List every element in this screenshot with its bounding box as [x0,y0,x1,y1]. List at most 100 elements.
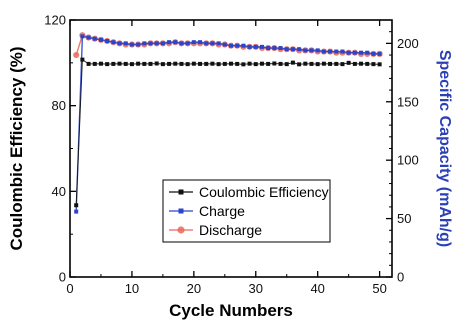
data-point [359,50,364,55]
data-point [253,62,258,67]
data-point [259,61,264,66]
data-point [222,61,227,66]
data-point [179,61,184,66]
y-left-tick-label: 40 [52,184,66,199]
legend-marker [177,226,185,234]
data-point [377,62,382,67]
y-right-tick-label: 50 [397,211,411,226]
data-point [352,61,357,66]
x-tick-label: 50 [372,281,386,296]
data-point [105,39,110,44]
data-point [210,41,215,46]
data-point [210,61,215,66]
data-point [167,61,172,66]
data-point [74,209,79,214]
legend-marker [178,189,184,195]
y-left-tick-label: 120 [44,13,66,28]
data-point [272,61,277,66]
x-tick-label: 30 [249,281,263,296]
y-right-tick-label: 200 [397,36,419,51]
data-point [129,42,134,47]
data-point [340,62,345,67]
data-point [309,61,314,66]
data-point [179,41,184,46]
data-point [315,62,320,67]
data-point [136,61,141,66]
data-point [328,49,333,54]
data-point [334,61,339,66]
data-point [80,57,85,62]
data-point [154,41,159,46]
y-axis-right-title: Specific Capacity (mAh/g) [436,50,453,247]
data-point [352,50,357,55]
data-point [253,44,258,49]
data-point [142,41,147,46]
data-point [136,42,141,47]
data-point [92,36,97,41]
data-point [148,41,153,46]
data-point [86,35,91,40]
x-tick-label: 0 [66,281,73,296]
data-point [365,61,370,66]
y-right-tick-label: 0 [397,270,404,285]
data-point [309,48,314,53]
data-point [229,61,233,66]
data-point [198,40,203,45]
data-point [321,61,326,66]
data-point [297,62,302,67]
y-left-tick-label: 0 [59,270,66,285]
data-point [371,62,376,67]
data-point [117,41,122,46]
data-point [73,51,80,59]
data-point [117,61,122,66]
data-point [98,37,103,42]
series-charge [74,34,382,214]
x-tick-label: 20 [187,281,201,296]
legend-entry: Coulombic Efficiency [169,184,329,200]
data-point [235,43,240,48]
data-point [235,61,240,66]
data-point [185,41,190,46]
x-tick-label: 10 [125,281,139,296]
data-point [111,40,116,45]
x-tick-label: 40 [310,281,324,296]
x-axis-title: Cycle Numbers [169,301,293,320]
data-point [123,41,128,46]
data-point [290,47,295,52]
y-right-tick-label: 150 [397,94,419,109]
data-point [359,61,364,66]
data-point [74,203,79,208]
data-point [111,61,116,66]
legend-label: Coulombic Efficiency [199,184,329,200]
data-point [241,43,246,48]
data-point [241,62,246,67]
data-point [278,61,283,66]
data-point [365,50,370,55]
data-point [247,44,252,49]
data-point [346,60,351,65]
y-axis-left-title: Coulombic Efficiency (%) [7,46,26,250]
data-point [92,61,97,66]
data-point [259,44,264,49]
data-point [303,61,308,66]
data-point [216,41,221,46]
y-left-tick-label: 80 [52,98,66,113]
data-point [284,62,289,67]
legend-entry: Discharge [169,222,262,238]
data-point [173,40,178,45]
axes: 0 10 20 30 40 50 0 40 80 120 0 50 100 150 200 [44,13,418,297]
legend-label: Discharge [199,222,262,238]
data-point [297,47,302,52]
data-point [377,51,382,56]
data-point [185,62,190,67]
data-point [204,41,209,46]
data-point [191,61,196,66]
data-point [222,42,227,47]
data-point [98,61,103,66]
data-point [191,40,196,45]
data-point [334,49,339,54]
data-point [105,62,110,67]
data-point [142,61,147,66]
data-point [278,46,283,51]
